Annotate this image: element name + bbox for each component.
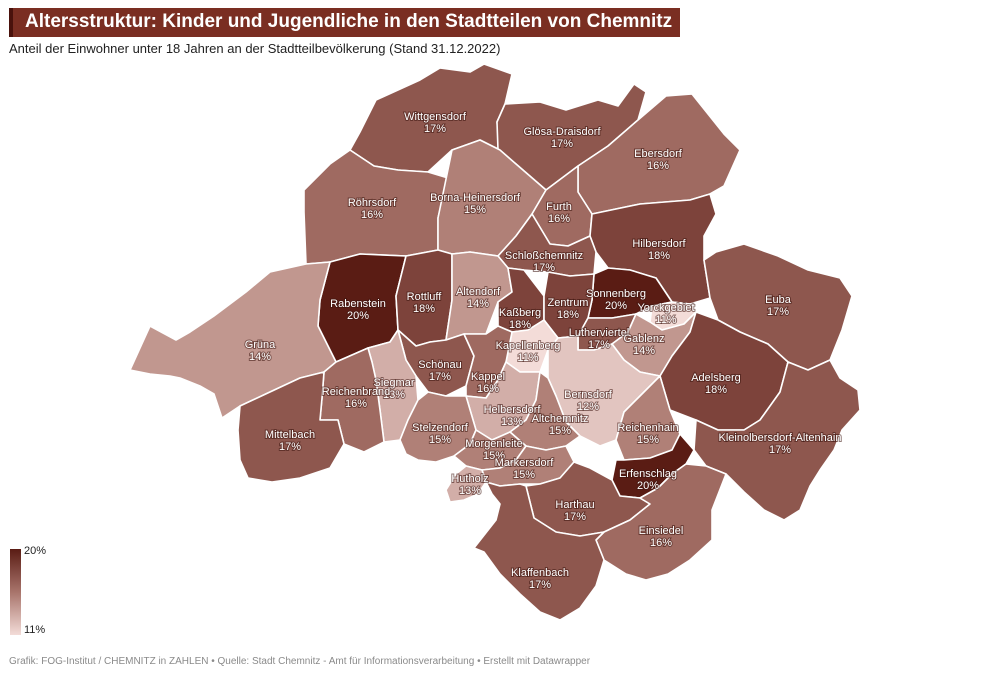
district-value-label: 14% bbox=[633, 345, 655, 357]
district-name-label: Kapellenberg bbox=[496, 340, 561, 352]
district-value-label: 20% bbox=[347, 310, 369, 322]
district-name-label: Kaßberg bbox=[499, 307, 541, 319]
district-value-label: 15% bbox=[637, 434, 659, 446]
district-value-label: 17% bbox=[769, 444, 791, 456]
district-mittelbach[interactable] bbox=[237, 371, 345, 483]
district-name-label: Altendorf bbox=[456, 286, 501, 298]
district-name-label: Borna-Heinersdorf bbox=[430, 192, 521, 204]
district-value-label: 16% bbox=[477, 383, 499, 395]
district-regions bbox=[129, 63, 861, 621]
district-name-label: Reichenhain bbox=[617, 422, 678, 434]
district-name-label: Rottluff bbox=[407, 291, 443, 303]
district-value-label: 17% bbox=[588, 339, 610, 351]
district-name-label: Altchemnitz bbox=[532, 413, 589, 425]
district-name-label: Reichenbrand bbox=[322, 386, 391, 398]
district-name-label: Erfenschlag bbox=[619, 468, 677, 480]
district-klaffenbach[interactable] bbox=[473, 481, 605, 621]
district-value-label: 18% bbox=[509, 319, 531, 331]
district-value-label: 15% bbox=[429, 434, 451, 446]
district-value-label: 18% bbox=[648, 250, 670, 262]
district-value-label: 20% bbox=[605, 300, 627, 312]
district-name-label: Adelsberg bbox=[691, 372, 741, 384]
district-name-label: Rabenstein bbox=[330, 298, 386, 310]
district-value-label: 13% bbox=[501, 416, 523, 428]
district-name-label: Einsiedel bbox=[639, 525, 684, 537]
district-name-label: Röhrsdorf bbox=[348, 197, 397, 209]
district-value-label: 18% bbox=[413, 303, 435, 315]
district-name-label: Yorckgebiet bbox=[637, 302, 694, 314]
district-name-label: Euba bbox=[765, 294, 792, 306]
district-value-label: 17% bbox=[551, 138, 573, 150]
district-value-label: 15% bbox=[513, 469, 535, 481]
district-value-label: 16% bbox=[647, 160, 669, 172]
district-value-label: 15% bbox=[464, 204, 486, 216]
district-name-label: Markersdorf bbox=[495, 457, 555, 469]
district-name-label: Klaffenbach bbox=[511, 567, 569, 579]
district-value-label: 14% bbox=[467, 298, 489, 310]
district-value-label: 12% bbox=[577, 401, 599, 413]
district-value-label: 17% bbox=[424, 123, 446, 135]
district-value-label: 13% bbox=[383, 389, 405, 401]
district-name-label: Furth bbox=[546, 201, 572, 213]
district-value-label: 14% bbox=[249, 351, 271, 363]
district-value-label: 16% bbox=[345, 398, 367, 410]
district-name-label: Helbersdorf bbox=[484, 404, 542, 416]
district-value-label: 17% bbox=[564, 511, 586, 523]
district-name-label: Mittelbach bbox=[265, 429, 315, 441]
district-value-label: 16% bbox=[650, 537, 672, 549]
legend-min-label: 11% bbox=[24, 624, 46, 636]
district-value-label: 16% bbox=[548, 213, 570, 225]
district-value-label: 20% bbox=[637, 480, 659, 492]
district-name-label: Hilbersdorf bbox=[632, 238, 686, 250]
district-value-label: 16% bbox=[361, 209, 383, 221]
district-name-label: Bernsdorf bbox=[564, 389, 613, 401]
district-name-label: Harthau bbox=[555, 499, 594, 511]
district-name-label: Schönau bbox=[418, 359, 461, 371]
district-hilbersdorf[interactable] bbox=[589, 193, 717, 305]
district-name-label: Wittgensdorf bbox=[404, 111, 467, 123]
district-value-label: 11% bbox=[655, 314, 676, 326]
district-name-label: Kleinolbersdorf-Altenhain bbox=[719, 432, 842, 444]
district-gruena[interactable] bbox=[129, 261, 337, 419]
source-footer: Grafik: FOG-Institut / CHEMNITZ in ZAHLE… bbox=[9, 656, 591, 667]
district-value-label: 17% bbox=[529, 579, 551, 591]
district-value-label: 15% bbox=[483, 450, 505, 462]
district-name-label: Schloßchemnitz bbox=[505, 250, 583, 262]
chart-title: Altersstruktur: Kinder und Jugendliche i… bbox=[9, 8, 681, 37]
district-name-label: Kappel bbox=[471, 371, 505, 383]
district-name-label: Grüna bbox=[245, 339, 276, 351]
district-value-label: 17% bbox=[429, 371, 451, 383]
district-value-label: 18% bbox=[557, 309, 579, 321]
district-value-label: 17% bbox=[533, 262, 555, 274]
district-name-label: Sonnenberg bbox=[586, 288, 646, 300]
district-name-label: Hutholz bbox=[451, 473, 488, 485]
legend-max-label: 20% bbox=[24, 545, 47, 557]
district-value-label: 18% bbox=[705, 384, 727, 396]
district-name-label: Lutherviertel bbox=[569, 327, 630, 339]
legend-color-scale bbox=[10, 549, 21, 635]
district-name-label: Gablenz bbox=[624, 333, 665, 345]
district-name-label: Stelzendorf bbox=[412, 422, 469, 434]
district-value-label: 17% bbox=[767, 306, 789, 318]
district-name-label: Siegmar bbox=[374, 377, 415, 389]
district-name-label: Morgenleite bbox=[465, 438, 522, 450]
district-value-label: 17% bbox=[279, 441, 301, 453]
district-name-label: Glösa-Draisdorf bbox=[523, 126, 601, 138]
district-name-label: Ebersdorf bbox=[634, 148, 683, 160]
district-value-label: 15% bbox=[549, 425, 571, 437]
district-value-label: 11% bbox=[517, 352, 538, 364]
chart-subtitle: Anteil der Einwohner unter 18 Jahren an … bbox=[9, 41, 501, 56]
district-name-label: Zentrum bbox=[548, 297, 589, 309]
district-value-label: 13% bbox=[459, 485, 481, 497]
